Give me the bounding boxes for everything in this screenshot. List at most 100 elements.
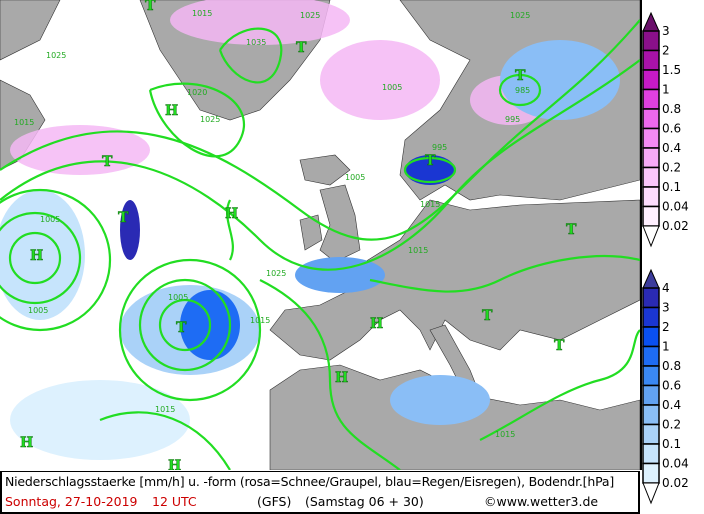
- rain-legend-label: 0.6: [662, 379, 681, 393]
- isobar-label: 1015: [14, 118, 34, 127]
- snow-legend-label: 0.04: [662, 200, 689, 214]
- rain-legend-box: [642, 384, 660, 406]
- model-name: (GFS): [257, 494, 292, 509]
- rain-max-arrow: [642, 268, 660, 289]
- rain-min-arrow: [642, 482, 660, 505]
- isobar-label: 1015: [495, 430, 515, 439]
- isobar-label: 995: [505, 115, 520, 124]
- snow-legend-box: [642, 166, 660, 188]
- rain-legend-box: [642, 423, 660, 445]
- isobar-label: 995: [432, 143, 447, 152]
- snow-legend-label: 2: [662, 44, 670, 58]
- isobar-label: 1015: [155, 405, 175, 414]
- high-label: H: [168, 458, 181, 470]
- snow-legend-box: [642, 88, 660, 110]
- snow-legend-box: [642, 147, 660, 169]
- snow-legend-box: [642, 69, 660, 91]
- europe: [269, 199, 640, 361]
- isobar-labels: 1015 1035 1025 1020 1025 1015 1005 1025 …: [14, 9, 530, 439]
- rain-legend-label: 1: [662, 340, 670, 354]
- rain-legend-label: 0.04: [662, 457, 689, 471]
- high-label: H: [165, 103, 178, 119]
- low-label: T: [118, 210, 129, 226]
- snow-legend-box: [642, 30, 660, 52]
- snow-legend-label: 0.2: [662, 161, 681, 175]
- low-label: T: [425, 153, 436, 169]
- low-label: T: [482, 308, 493, 324]
- forecast-time: 12 UTC: [152, 494, 197, 509]
- canada-north: [0, 0, 61, 61]
- weather-map: H H H H H H H T T T T T T T T T T 1015 1…: [0, 0, 642, 470]
- rain-legend-box: [642, 404, 660, 426]
- isobar-label: 1005: [40, 215, 60, 224]
- rain-legend-label: 0.1: [662, 437, 681, 451]
- snow-legend-label: 0.8: [662, 102, 681, 116]
- rain-legend-label: 0.8: [662, 359, 681, 373]
- snow-legend-label: 1.5: [662, 63, 681, 77]
- isobar-label: 1025: [510, 11, 530, 20]
- high-label: H: [370, 316, 383, 332]
- isobar-label: 1015: [250, 316, 270, 325]
- isobar-label: 1015: [192, 9, 212, 18]
- isobar-label: 985: [515, 86, 530, 95]
- isobar-label: 1015: [408, 246, 428, 255]
- low-label: T: [145, 0, 156, 14]
- isobar-label: 1025: [300, 11, 320, 20]
- snow-legend-label: 0.4: [662, 141, 681, 155]
- rain-legend-label: 0.4: [662, 398, 681, 412]
- isobar-label: 1020: [187, 88, 207, 97]
- rain-legend-label: 2: [662, 320, 670, 334]
- snow-min-arrow: [642, 225, 660, 248]
- high-label: H: [20, 435, 33, 451]
- snow-legend-label: 0.6: [662, 122, 681, 136]
- rain-legend-box: [642, 443, 660, 465]
- isobar-label: 1035: [246, 38, 266, 47]
- snow-legend-label: 3: [662, 24, 670, 38]
- snow-legend-box: [642, 49, 660, 71]
- isobars: [0, 19, 640, 470]
- low-label: T: [554, 338, 565, 354]
- snow-legend-box: [642, 127, 660, 149]
- ireland: [299, 214, 323, 251]
- precipitation-legend: 3 2 1.5 1 0.8 0.6 0.4 0.2 0.1 0.04 0.02 4 3 2 1 0.8 0.6 0…: [640, 0, 704, 513]
- snow-legend-box: [642, 186, 660, 208]
- rain-legend-label: 4: [662, 281, 670, 295]
- low-label: T: [566, 222, 577, 238]
- high-label: H: [30, 248, 43, 264]
- rain-legend-box: [642, 462, 660, 484]
- low-label: T: [102, 154, 113, 170]
- isobar-label: 1005: [168, 293, 188, 302]
- snow-legend-box: [642, 205, 660, 227]
- high-label: H: [225, 206, 238, 222]
- isobar-label: 1005: [28, 306, 48, 315]
- isobar-label: 1005: [382, 83, 402, 92]
- iceland: [299, 154, 351, 186]
- rain-legend-box: [642, 306, 660, 328]
- low-label: T: [176, 320, 187, 336]
- low-label: T: [515, 68, 526, 84]
- snow-legend-label: 0.02: [662, 219, 689, 233]
- forecast-date: Sonntag, 27-10-2019: [5, 494, 138, 509]
- rain-legend-box: [642, 365, 660, 387]
- snow-legend-label: 1: [662, 83, 670, 97]
- rain-legend-label: 0.02: [662, 476, 689, 490]
- rain-legend-label: 3: [662, 301, 670, 315]
- snow-max-arrow: [642, 11, 660, 32]
- isobar-label: 1025: [200, 115, 220, 124]
- map-description: Niederschlagsstaerke [mm/h] u. -form (ro…: [5, 474, 614, 489]
- isobar-label: 1015: [420, 200, 440, 209]
- snow-legend-box: [642, 108, 660, 130]
- high-label: H: [335, 370, 348, 386]
- precipitation-snow: [10, 0, 550, 175]
- snow-legend-label: 0.1: [662, 180, 681, 194]
- rain-legend-box: [642, 345, 660, 367]
- rain-legend-box: [642, 326, 660, 348]
- model-run: (Samstag 06 + 30): [305, 494, 424, 509]
- low-label: T: [296, 40, 307, 56]
- copyright: ©www.wetter3.de: [484, 494, 599, 509]
- rain-legend-label: 0.2: [662, 418, 681, 432]
- isobar-label: 1025: [266, 269, 286, 278]
- isobar-label: 1005: [345, 173, 365, 182]
- rain-legend-box: [642, 287, 660, 309]
- pressure-centers: H H H H H H H T T T T T T T T T T: [20, 0, 578, 470]
